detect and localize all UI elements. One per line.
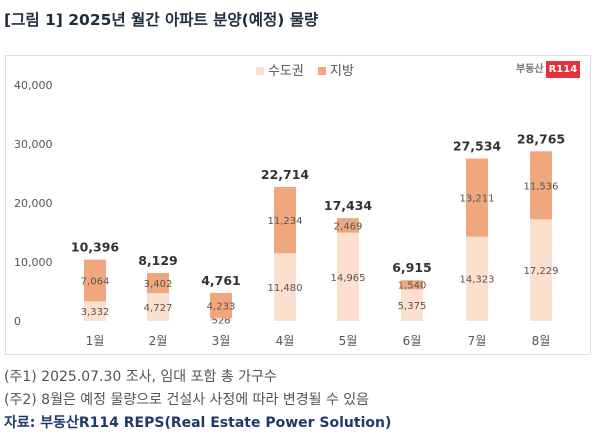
y-tick-label: 0	[14, 315, 21, 328]
total-label: 22,714	[261, 167, 310, 182]
bar-regional	[401, 280, 423, 290]
y-tick-label: 20,000	[14, 197, 53, 210]
bar-capital	[274, 253, 296, 321]
x-tick-label: 5월	[339, 334, 358, 348]
data-label: 2,469	[334, 221, 363, 232]
bar-regional	[210, 292, 232, 318]
data-label: 11,480	[268, 283, 303, 294]
data-label: 3,332	[81, 307, 110, 318]
bar-regional	[337, 218, 359, 233]
bar-regional	[274, 186, 296, 254]
legend-label-regional: 지방	[330, 64, 354, 79]
bar-capital	[466, 236, 488, 321]
data-label: 13,211	[460, 194, 495, 205]
legend: 수도권 지방	[0, 60, 600, 79]
data-label: 4,727	[144, 303, 173, 314]
data-label: 14,965	[331, 273, 366, 284]
data-label: 17,229	[524, 266, 559, 277]
bar-capital	[337, 232, 359, 321]
data-label: 4,233	[207, 301, 236, 312]
bar-regional	[147, 273, 169, 294]
total-label: 27,534	[453, 139, 502, 154]
y-tick-label: 10,000	[14, 256, 53, 269]
source: 자료: 부동산R114 REPS(Real Estate Power Solut…	[4, 415, 392, 431]
legend-label-capital: 수도권	[268, 64, 304, 79]
x-tick-label: 3월	[212, 334, 231, 348]
note-2: (주2) 8월은 예정 물량으로 건설사 사정에 따라 변경될 수 있음	[4, 392, 370, 408]
logo-badge: R114	[545, 61, 581, 78]
data-label: 528	[211, 315, 230, 326]
bar-capital	[401, 289, 423, 321]
total-label: 6,915	[392, 260, 432, 275]
x-tick-label: 1월	[86, 334, 105, 348]
chart-title: [그림 1] 2025년 월간 아파트 분양(예정) 물량	[4, 11, 319, 29]
chart-frame	[5, 55, 591, 355]
bar-capital	[210, 317, 232, 321]
data-label: 5,375	[398, 301, 427, 312]
data-label: 1,540	[398, 281, 427, 292]
bar-capital	[530, 219, 552, 321]
y-tick-label: 40,000	[14, 79, 53, 92]
legend-swatch-capital	[256, 67, 265, 75]
legend-swatch-regional	[318, 67, 327, 75]
total-label: 4,761	[201, 273, 241, 288]
bar-regional	[466, 158, 488, 237]
x-tick-label: 7월	[468, 334, 487, 348]
data-label: 14,323	[460, 275, 495, 286]
bar-regional	[84, 259, 106, 302]
bar-regional	[530, 151, 552, 220]
note-1: (주1) 2025.07.30 조사, 임대 포함 총 가구수	[4, 369, 277, 385]
total-label: 28,765	[517, 131, 565, 146]
total-label: 17,434	[324, 198, 373, 213]
y-tick-label: 30,000	[14, 138, 53, 151]
logo-text: 부동산	[516, 64, 544, 75]
r114-logo: 부동산 R114	[516, 60, 581, 78]
data-label: 11,234	[268, 216, 303, 227]
x-tick-label: 2월	[149, 334, 168, 348]
x-tick-label: 4월	[276, 334, 295, 348]
bar-capital	[147, 293, 169, 321]
notes: (주1) 2025.07.30 조사, 임대 포함 총 가구수 (주2) 8월은…	[4, 366, 391, 435]
data-label: 3,402	[144, 279, 173, 290]
x-tick-label: 6월	[403, 334, 422, 348]
bar-capital	[84, 301, 106, 321]
total-label: 8,129	[138, 253, 178, 268]
total-label: 10,396	[71, 240, 120, 255]
x-tick-label: 8월	[532, 334, 551, 348]
data-label: 11,536	[524, 181, 559, 192]
data-label: 7,064	[81, 277, 110, 288]
